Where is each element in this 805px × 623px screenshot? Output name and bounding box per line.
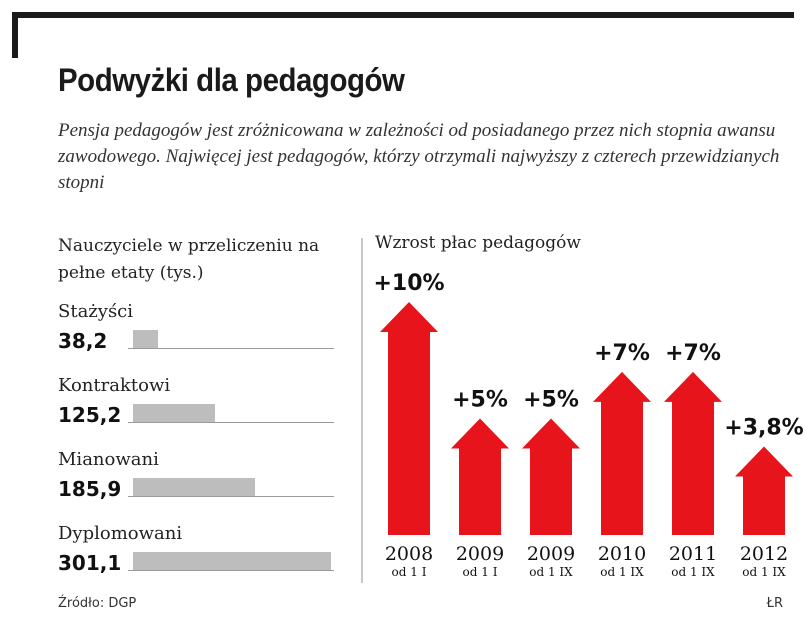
effective-date-label: od 1 I [392, 565, 427, 579]
increase-value-label: +3,8% [724, 415, 803, 440]
teachers-bar [133, 330, 159, 348]
effective-date-label: od 1 IX [671, 565, 715, 579]
year-label: 2010 [598, 543, 646, 565]
salary-increase-arrow [593, 371, 651, 535]
teachers-bar [133, 478, 256, 496]
bar-baseline [128, 496, 334, 497]
bar-baseline [128, 570, 334, 571]
frame-left-rule [12, 12, 18, 58]
left-panel-title: Nauczyciele w przeliczeniu na pełne etat… [58, 236, 320, 283]
category-label: Dyplomowani [58, 523, 183, 544]
increase-value-label: +10% [373, 271, 444, 296]
category-label: Mianowani [58, 449, 159, 470]
bar-baseline [128, 348, 334, 349]
year-label: 2012 [740, 543, 788, 565]
chart-subtitle: Pensja pedagogów jest zróżnicowana w zal… [58, 120, 780, 193]
increase-value-label: +7% [594, 341, 650, 366]
salary-increase-arrow [522, 418, 580, 535]
category-value: 301,1 [58, 551, 122, 575]
author-credit: ŁR [766, 596, 783, 611]
effective-date-label: od 1 IX [529, 565, 573, 579]
effective-date-label: od 1 IX [742, 565, 786, 579]
category-label: Stażyści [58, 301, 134, 322]
salary-increase-arrow [380, 302, 438, 535]
panel-divider [361, 238, 363, 583]
year-label: 2011 [669, 543, 717, 565]
right-panel-title: Wzrost płac pedagogów [375, 233, 581, 253]
salary-increase-arrow [451, 418, 509, 535]
frame-top-rule [12, 12, 794, 18]
increase-value-label: +7% [665, 341, 721, 366]
chart-title: Podwyżki dla pedagogów [58, 62, 405, 98]
effective-date-label: od 1 I [463, 565, 498, 579]
year-label: 2009 [527, 543, 575, 565]
effective-date-label: od 1 IX [600, 565, 644, 579]
increase-value-label: +5% [523, 388, 579, 413]
salary-increase-arrow [735, 446, 793, 535]
salary-increase-arrow [664, 371, 722, 535]
year-label: 2008 [385, 543, 433, 565]
source-note: Źródło: DGP [58, 596, 137, 611]
category-value: 185,9 [58, 477, 122, 501]
year-label: 2009 [456, 543, 504, 565]
teachers-bar [133, 552, 331, 570]
category-value: 125,2 [58, 403, 122, 427]
category-label: Kontraktowi [58, 375, 171, 396]
increase-value-label: +5% [452, 388, 508, 413]
category-value: 38,2 [58, 329, 108, 353]
teachers-bar [133, 404, 216, 422]
bar-baseline [128, 422, 334, 423]
